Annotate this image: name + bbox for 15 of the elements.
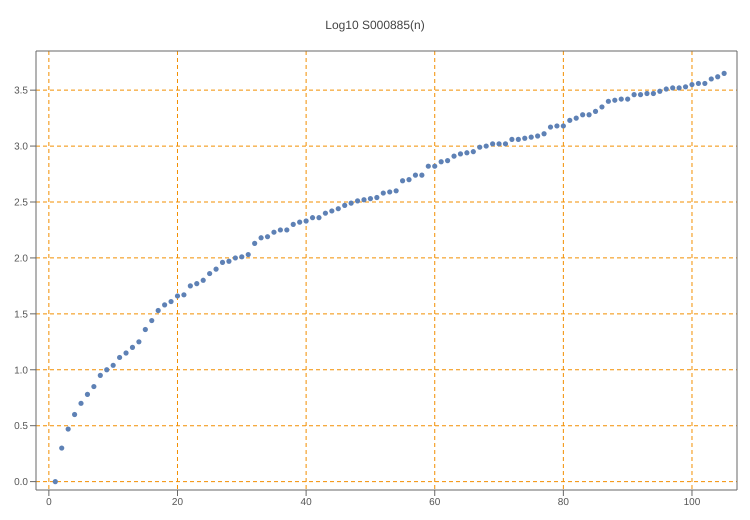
x-tick-label: 80 [558,497,570,508]
y-tick-label: 2.0 [14,253,28,264]
y-tick-label: 0.5 [14,421,28,432]
y-tick-label: 0.0 [14,477,28,488]
x-tick-label: 100 [684,497,701,508]
y-tick-label: 1.5 [14,309,28,320]
x-tick-label: 60 [429,497,441,508]
x-tick-label: 0 [46,497,52,508]
x-tick-label: 20 [172,497,184,508]
chart-title: Log10 S000885(n) [324,17,426,34]
y-tick-label: 3.5 [14,86,28,97]
y-tick-label: 2.5 [14,198,28,209]
y-tick-label: 3.0 [14,142,28,153]
y-tick-label: 1.0 [14,365,28,376]
x-tick-label: 40 [300,497,312,508]
